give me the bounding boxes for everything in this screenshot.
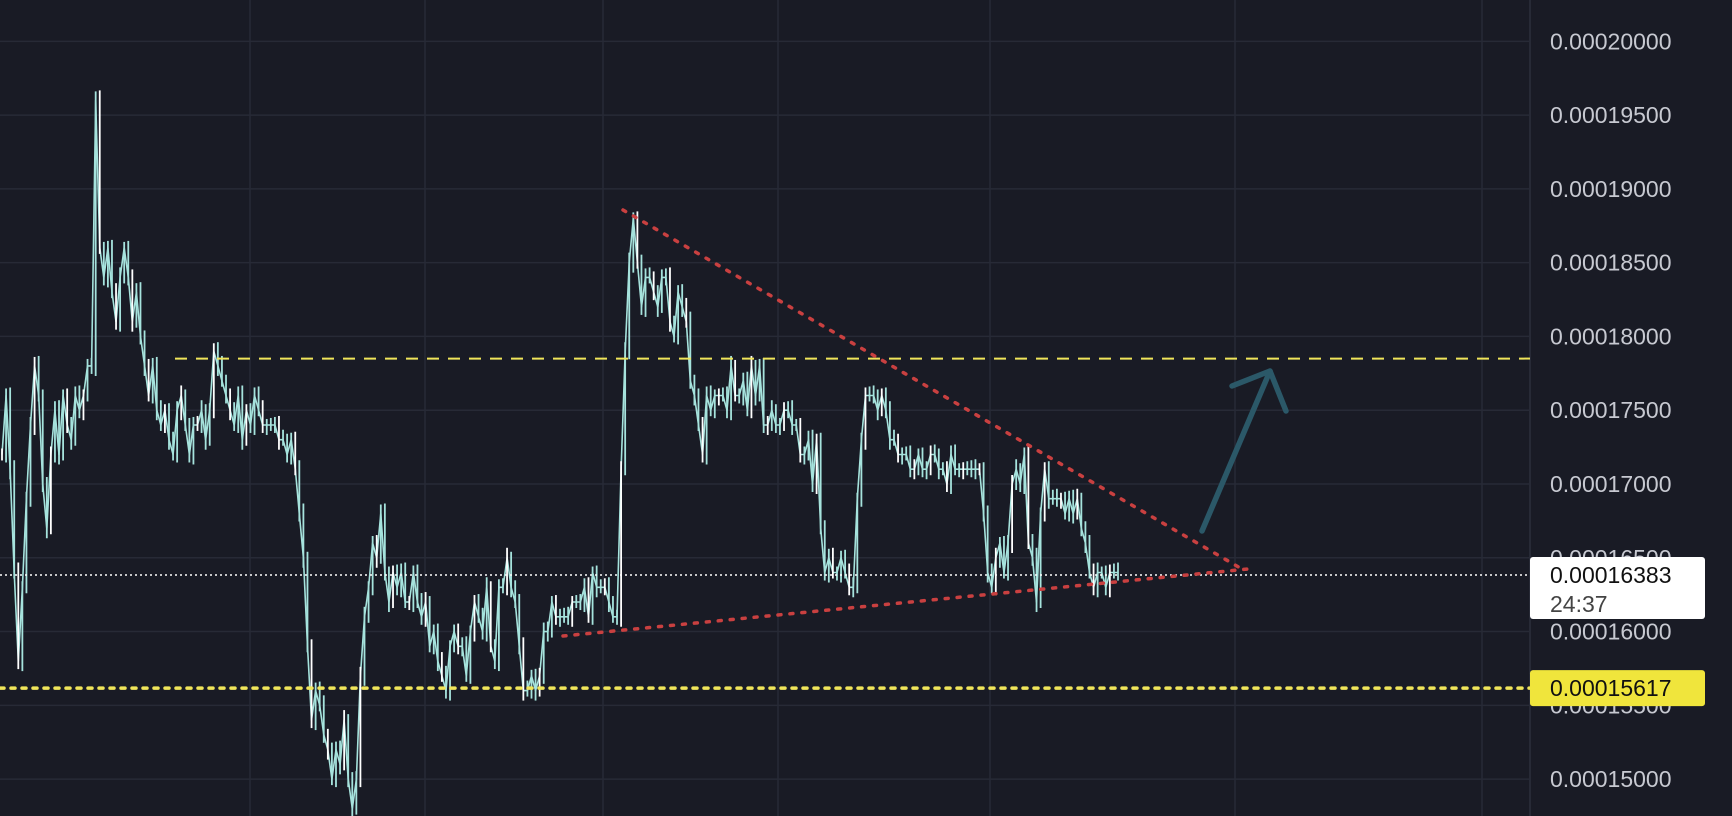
current-price-label: 0.00016383 xyxy=(1550,562,1672,588)
candle-countdown-label: 24:37 xyxy=(1550,591,1608,617)
breakout-arrow-shaft xyxy=(1199,368,1273,534)
current-price-tag-background xyxy=(1530,557,1705,620)
triangle-resistance-line xyxy=(621,208,1244,571)
drawing-overlays xyxy=(0,208,1532,690)
y-tick-label: 0.00020000 xyxy=(1550,28,1672,54)
y-tick-label: 0.00018000 xyxy=(1550,323,1672,349)
y-tick-label: 0.00019000 xyxy=(1550,176,1672,202)
y-tick-label: 0.00016000 xyxy=(1550,619,1672,645)
support-price-tag: 0.00015617 xyxy=(1530,670,1705,707)
current-price-tag: 0.00016383 24:37 xyxy=(1530,557,1705,620)
y-tick-label: 0.00018500 xyxy=(1550,250,1672,276)
breakout-arrow-head xyxy=(1229,368,1289,414)
price-tags: 0.00016383 24:37 0.00015617 xyxy=(1530,557,1705,707)
y-tick-label: 0.00017000 xyxy=(1550,471,1672,497)
support-price-label: 0.00015617 xyxy=(1550,675,1672,701)
y-tick-label: 0.00015000 xyxy=(1550,766,1672,792)
y-tick-label: 0.00017500 xyxy=(1550,397,1672,423)
y-tick-label: 0.00019500 xyxy=(1550,102,1672,128)
support-price-tag-background xyxy=(1530,670,1705,707)
